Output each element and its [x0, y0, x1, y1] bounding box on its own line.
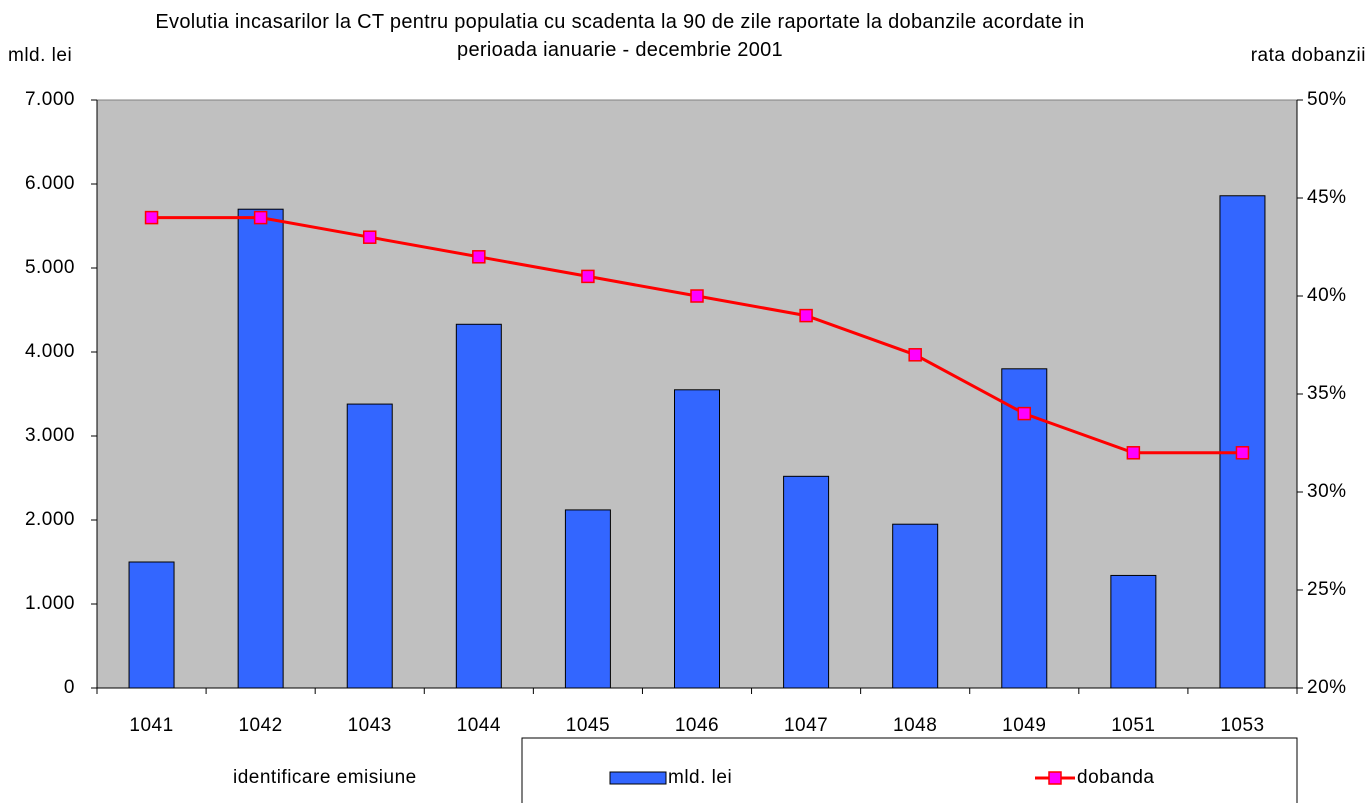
marker [472, 250, 486, 264]
y2-tick-label: 35% [1307, 383, 1347, 404]
x-tick-label: 1047 [784, 715, 828, 736]
y-tick-label: 1.000 [25, 593, 75, 614]
y-tick-label: 4.000 [25, 341, 75, 362]
marker [799, 308, 813, 323]
bar [674, 389, 720, 689]
y2-tick-label: 50% [1307, 89, 1347, 110]
bar [455, 323, 502, 689]
y-tick-label: 0 [64, 677, 75, 698]
y2-tick-label: 30% [1307, 481, 1347, 502]
x-tick-label: 1046 [675, 715, 719, 736]
bar [346, 403, 393, 689]
bar [564, 509, 611, 689]
bar [1001, 368, 1048, 689]
x-tick-label: 1045 [566, 715, 610, 736]
legend-label: dobanda [1077, 767, 1154, 788]
y-tick-label: 2.000 [25, 509, 75, 530]
marker [1235, 446, 1250, 460]
marker [144, 210, 159, 225]
marker [362, 230, 377, 244]
bar [783, 475, 830, 689]
marker [581, 269, 595, 284]
x-tick-label: 1049 [1002, 715, 1046, 736]
y-tick-label: 5.000 [25, 257, 75, 278]
bar [892, 523, 939, 689]
y-axis-label: mld. lei [8, 45, 72, 66]
legend-box [521, 737, 1298, 803]
bar [128, 561, 175, 689]
y-tick-label: 3.000 [25, 425, 75, 446]
bar [1219, 195, 1266, 689]
marker [908, 348, 922, 362]
bar [237, 208, 284, 689]
marker [1017, 406, 1032, 421]
x-tick-label: 1043 [348, 715, 392, 736]
bar [1110, 574, 1157, 689]
x-axis-label: identificare emisiune [233, 767, 417, 788]
y2-tick-label: 45% [1307, 187, 1347, 208]
y2-axis-label: rata dobanzii [1251, 45, 1366, 66]
x-tick-label: 1041 [129, 715, 173, 736]
x-tick-label: 1051 [1111, 715, 1155, 736]
marker [690, 289, 704, 303]
legend-marker [1048, 771, 1062, 785]
marker [1126, 446, 1141, 460]
x-tick-label: 1048 [893, 715, 937, 736]
y2-tick-label: 25% [1307, 579, 1347, 600]
x-tick-label: 1044 [457, 715, 501, 736]
legend-label: mld. lei [668, 767, 732, 788]
x-tick-label: 1042 [238, 715, 282, 736]
y-tick-label: 7.000 [25, 89, 75, 110]
y2-tick-label: 40% [1307, 285, 1347, 306]
y-tick-label: 6.000 [25, 173, 75, 194]
legend-swatch [609, 771, 667, 785]
marker [253, 210, 268, 225]
y2-tick-label: 20% [1307, 677, 1347, 698]
chart-title: Evolutia incasarilor la CT pentru popula… [155, 11, 1085, 61]
x-tick-label: 1053 [1220, 715, 1264, 736]
